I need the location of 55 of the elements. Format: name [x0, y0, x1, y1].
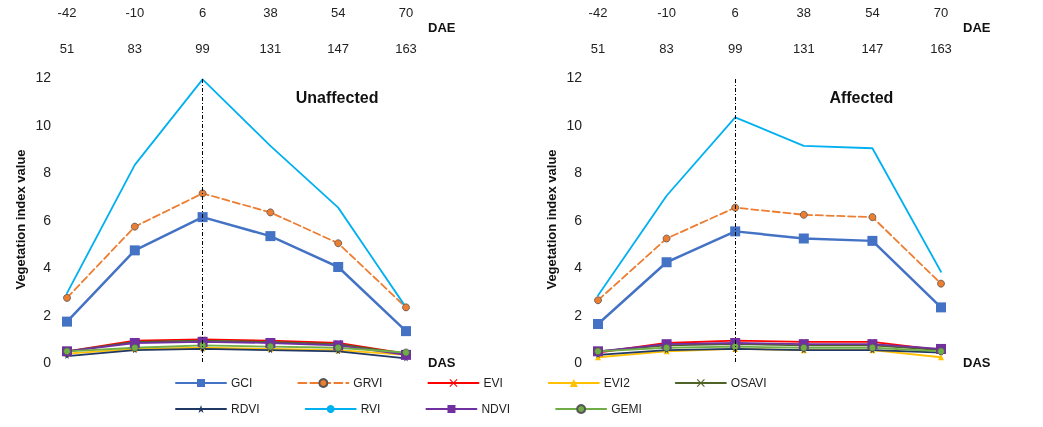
y-tick-label: 4 — [43, 259, 52, 275]
x2-axis-title: DAE — [428, 19, 456, 35]
x-tick-label: 163 — [395, 41, 417, 56]
y-axis-title: Vegetation index value — [544, 149, 559, 290]
legend-label: GRVI — [353, 376, 383, 390]
x-tick-label: 131 — [792, 41, 815, 56]
x-tick-label: 51 — [59, 41, 75, 56]
y-tick-label: 2 — [43, 306, 52, 323]
text: 54 — [330, 5, 346, 20]
text: 70 — [398, 5, 414, 20]
x-tick-label: 51 — [590, 41, 606, 56]
legend-label: RDVI — [231, 402, 260, 416]
text: Unaffected — [295, 88, 379, 106]
text: -10 — [125, 5, 145, 20]
x2-axis-title: DAE — [963, 19, 991, 35]
y-tick-label: 4 — [574, 259, 583, 275]
x-tick-label: 131 — [259, 41, 282, 56]
text: -10 — [657, 5, 676, 20]
legend-label: GEMI — [611, 402, 642, 416]
text: Affected — [829, 88, 894, 106]
text: 38 — [263, 5, 278, 20]
y-tick-label: 12 — [566, 69, 583, 85]
y-tick-label: 10 — [566, 116, 583, 133]
text: -42 — [588, 5, 608, 20]
text: -42 — [57, 5, 77, 20]
x-axis-title: DAS — [428, 354, 456, 370]
legend-label: RVI — [360, 402, 381, 416]
legend-label: EVI2 — [603, 376, 631, 390]
y-tick-label: 0 — [574, 354, 583, 370]
x-tick-label: 99 — [727, 41, 743, 56]
x-tick-label: 147 — [327, 41, 350, 56]
legend-label: NDVI — [481, 402, 511, 416]
legend-label: GCI — [231, 376, 253, 390]
y-tick-label: 12 — [35, 69, 52, 85]
x-tick-label: 163 — [930, 41, 952, 56]
text: 38 — [796, 5, 812, 20]
y-tick-label: 2 — [574, 306, 583, 323]
y-tick-label: 0 — [43, 354, 52, 370]
legend-label: EVI — [483, 376, 503, 390]
x-axis-title: DAS — [963, 354, 991, 370]
y-tick-label: 6 — [43, 211, 52, 228]
x-tick-label: 147 — [861, 41, 884, 56]
text: 54 — [865, 5, 880, 20]
x-tick-label: 83 — [659, 41, 674, 56]
text: 70 — [933, 5, 949, 20]
y-tick-label: 8 — [574, 164, 583, 180]
legend-label: OSAVI — [730, 376, 767, 390]
x-tick-label: 99 — [195, 41, 210, 56]
y-tick-label: 6 — [574, 211, 583, 228]
text: 6 — [731, 5, 739, 20]
text: 6 — [198, 5, 207, 20]
y-tick-label: 8 — [43, 164, 52, 180]
x-tick-label: 83 — [127, 41, 143, 56]
y-tick-label: 10 — [35, 116, 52, 133]
y-axis-title: Vegetation index value — [13, 149, 28, 290]
